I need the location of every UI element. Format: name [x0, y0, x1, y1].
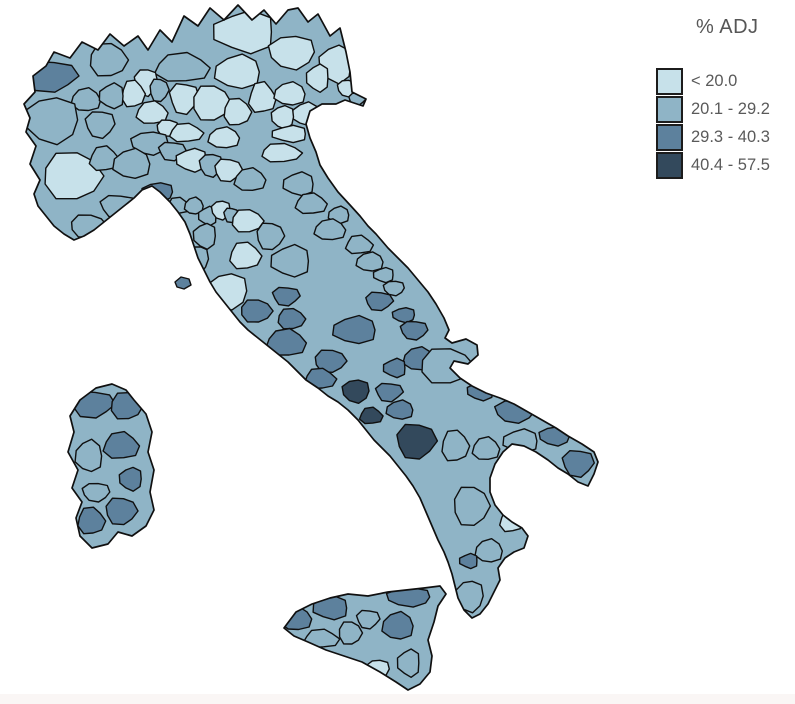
legend: % ADJ < 20.0 20.1 - 29.2 29.3 - 40.3 40.4 -… — [656, 16, 795, 181]
province-lecco — [149, 78, 170, 103]
legend-row-4: 40.4 - 57.5 — [656, 152, 795, 179]
province-trento — [213, 53, 260, 90]
legend-classes: < 20.0 20.1 - 29.2 29.3 - 40.3 40.4 - 57.5 — [656, 68, 795, 179]
province-oristano — [74, 438, 103, 473]
province-cremona — [168, 122, 205, 143]
province-sondrio — [153, 51, 211, 82]
legend-row-3: 29.3 - 40.3 — [656, 124, 795, 151]
province-pisa — [192, 222, 217, 251]
province-cagliari — [105, 497, 139, 526]
legend-swatch-1 — [656, 68, 683, 95]
province-rieti — [277, 307, 307, 330]
legend-class-label-3: 29.3 - 40.3 — [691, 128, 770, 146]
province-bologna — [233, 166, 267, 192]
province-verona — [223, 97, 253, 126]
province-matera — [471, 436, 501, 460]
province-chieti — [399, 320, 429, 341]
province-siena — [229, 241, 263, 270]
sardinia-provinces — [68, 384, 154, 548]
province-frosinone — [314, 349, 348, 373]
province-novara — [98, 82, 124, 110]
province-isernia — [382, 357, 406, 379]
province-pesaro — [313, 218, 347, 241]
province-benevento — [374, 382, 405, 403]
province-macerata — [355, 251, 384, 272]
province-agrigento — [302, 628, 341, 649]
legend-row-1: < 20.0 — [656, 68, 795, 95]
province-modena — [214, 158, 244, 183]
province-nuoro — [102, 430, 141, 459]
province-vibo — [458, 552, 478, 570]
legend-title: % ADJ — [696, 16, 759, 38]
province-catanzaro — [474, 538, 503, 563]
legend-swatch-3 — [656, 124, 683, 151]
province-rovigo — [271, 124, 306, 144]
province-carbonia — [77, 506, 107, 535]
province-napoli — [358, 406, 384, 425]
province-aquila — [332, 314, 376, 345]
province-ferrara — [261, 142, 304, 163]
province-teramo — [365, 291, 395, 312]
province-lecce — [561, 450, 595, 478]
province-alessandria — [112, 147, 151, 180]
province-palermo — [312, 595, 348, 621]
province-viterbo — [240, 299, 274, 323]
province-treviso — [273, 80, 306, 106]
province-siracusa — [396, 648, 420, 678]
province-bolzano — [212, 9, 273, 55]
province-biella — [70, 86, 102, 112]
province-arezzo — [256, 222, 286, 251]
province-caltanissetta — [338, 621, 364, 645]
legend-class-label-2: 20.1 - 29.2 — [691, 100, 770, 118]
province-terni — [271, 286, 301, 307]
legend-swatch-4 — [656, 152, 683, 179]
legend-row-2: 20.1 - 29.2 — [656, 96, 795, 123]
province-parma — [175, 147, 207, 173]
province-enna — [355, 609, 381, 630]
province-firenze — [231, 208, 265, 233]
province-catania — [381, 610, 414, 640]
province-ancona — [344, 234, 375, 255]
province-asti — [88, 145, 121, 172]
legend-swatch-2 — [656, 96, 683, 123]
province-mantova — [207, 126, 241, 149]
province-ogliastra — [118, 466, 142, 492]
province-crotone — [499, 508, 524, 533]
province-roma — [265, 327, 308, 356]
province-brescia — [193, 85, 233, 121]
province-salerno — [396, 423, 439, 460]
province-mediocampidano — [81, 482, 111, 503]
province-perugia — [270, 243, 310, 278]
province-potenza — [441, 429, 471, 462]
province-avellino — [385, 399, 414, 420]
province-pordenone — [305, 63, 329, 94]
legend-class-label-1: < 20.0 — [691, 72, 738, 90]
province-ascoli — [382, 280, 405, 297]
island-elba — [174, 276, 192, 290]
province-forli — [294, 192, 328, 215]
province-verbania — [89, 42, 130, 77]
province-vicenza — [247, 80, 278, 114]
province-cosenza — [453, 486, 492, 526]
mainland-outline — [23, 4, 599, 619]
sicily-outline — [283, 585, 447, 691]
province-bergamo — [168, 82, 201, 116]
province-vercelli — [84, 111, 116, 140]
sardinia-outline — [67, 383, 155, 549]
province-belluno — [267, 35, 316, 71]
province-caserta — [341, 379, 370, 404]
bottom-strip — [0, 694, 795, 704]
legend-class-label-4: 40.4 - 57.5 — [691, 156, 770, 174]
